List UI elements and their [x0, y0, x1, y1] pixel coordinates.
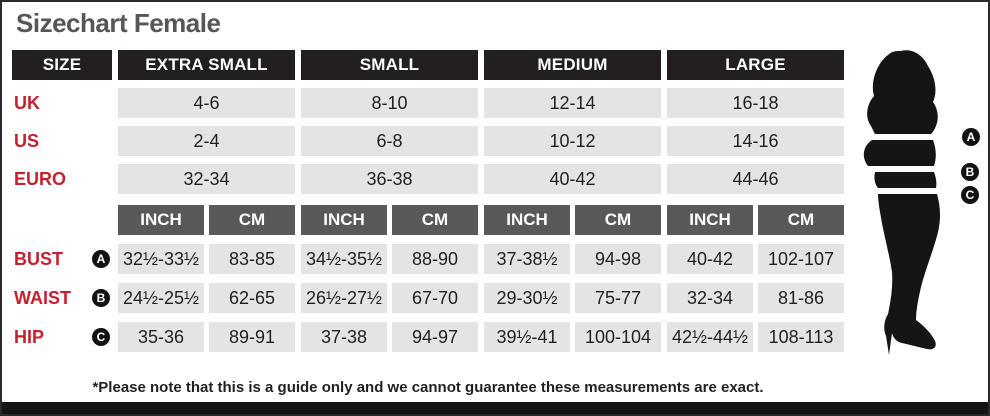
waist-s-inch: 26½-27½: [301, 283, 387, 313]
table-row-us: US 2-4 6-8 10-12 14-16: [12, 126, 844, 156]
bust-xs: 32½-33½ 83-85: [118, 244, 295, 274]
col-header-medium: MEDIUM: [484, 50, 661, 80]
unit-header-cm: CM: [758, 205, 844, 235]
figure-marker-c: C: [961, 186, 979, 204]
euro-m-value: 40-42: [484, 164, 661, 194]
unit-header-inch: INCH: [118, 205, 204, 235]
row-label-euro: EURO: [14, 168, 67, 189]
hip-l-cm: 108-113: [758, 322, 844, 352]
row-label-cell: BUST A: [12, 244, 112, 274]
uk-xs-value: 4-6: [118, 88, 295, 118]
size-header-row: SIZE EXTRA SMALL SMALL MEDIUM LARGE: [12, 50, 844, 80]
waist-l: 32-34 81-86: [667, 283, 844, 313]
waist-l-cm: 81-86: [758, 283, 844, 313]
bust-s-cm: 88-90: [392, 244, 478, 274]
hip-xs-cm: 89-91: [209, 322, 295, 352]
row-label-waist: WAIST: [14, 287, 71, 308]
row-label-hip: HIP: [14, 326, 45, 347]
row-label-uk: UK: [14, 92, 40, 113]
corner-header-size: SIZE: [12, 50, 112, 80]
bust-xs-inch: 32½-33½: [118, 244, 204, 274]
row-label-cell: US: [12, 126, 112, 156]
bust-m: 37-38½ 94-98: [484, 244, 661, 274]
euro-s-value: 36-38: [301, 164, 478, 194]
hip-s-cm: 94-97: [392, 322, 478, 352]
bust-m-inch: 37-38½: [484, 244, 570, 274]
hip-s: 37-38 94-97: [301, 322, 478, 352]
hip-l: 42½-44½ 108-113: [667, 322, 844, 352]
unit-header-cm: CM: [209, 205, 295, 235]
row-label-bust: BUST: [14, 248, 63, 269]
bust-xs-cm: 83-85: [209, 244, 295, 274]
waist-s: 26½-27½ 67-70: [301, 283, 478, 313]
page-title: Sizechart Female: [16, 8, 221, 38]
figure-marker-b: B: [961, 163, 979, 181]
uk-m-value: 12-14: [484, 88, 661, 118]
marker-a-badge: A: [92, 250, 110, 268]
unit-header-cm: CM: [575, 205, 661, 235]
hip-m-inch: 39½-41: [484, 322, 570, 352]
unit-header-inch: INCH: [301, 205, 387, 235]
euro-xs-value: 32-34: [118, 164, 295, 194]
waist-xs: 24½-25½ 62-65: [118, 283, 295, 313]
figure-marker-a: A: [962, 128, 980, 146]
row-label-cell: WAIST B: [12, 283, 112, 313]
hip-xs: 35-36 89-91: [118, 322, 295, 352]
waist-xs-cm: 62-65: [209, 283, 295, 313]
us-l-value: 14-16: [667, 126, 844, 156]
waist-m: 29-30½ 75-77: [484, 283, 661, 313]
bust-l: 40-42 102-107: [667, 244, 844, 274]
us-s-value: 6-8: [301, 126, 478, 156]
unit-header-inch: INCH: [667, 205, 753, 235]
table-row-hip: HIP C 35-36 89-91 37-38 94-97 39½-41 100…: [12, 322, 844, 352]
table-row-uk: UK 4-6 8-10 12-14 16-18: [12, 88, 844, 118]
bottom-bar: [2, 402, 988, 414]
bust-s: 34½-35½ 88-90: [301, 244, 478, 274]
waist-s-cm: 67-70: [392, 283, 478, 313]
euro-l-value: 44-46: [667, 164, 844, 194]
unit-header-cm: CM: [392, 205, 478, 235]
footnote: *Please note that this is a guide only a…: [92, 379, 764, 396]
unit-header-spacer: [12, 205, 112, 235]
table-row-euro: EURO 32-34 36-38 40-42 44-46: [12, 164, 844, 194]
female-silhouette-icon: [863, 50, 940, 355]
unit-header-xs: INCH CM: [118, 205, 295, 235]
unit-header-row: INCH CM INCH CM INCH CM INCH CM: [12, 205, 844, 235]
hip-xs-inch: 35-36: [118, 322, 204, 352]
marker-c-badge: C: [92, 328, 110, 346]
col-header-small: SMALL: [301, 50, 478, 80]
row-label-us: US: [14, 130, 40, 151]
unit-header-inch: INCH: [484, 205, 570, 235]
waist-l-inch: 32-34: [667, 283, 753, 313]
bust-l-cm: 102-107: [758, 244, 844, 274]
unit-header-s: INCH CM: [301, 205, 478, 235]
waist-m-inch: 29-30½: [484, 283, 570, 313]
hip-s-inch: 37-38: [301, 322, 387, 352]
row-label-cell: UK: [12, 88, 112, 118]
unit-header-l: INCH CM: [667, 205, 844, 235]
waist-m-cm: 75-77: [575, 283, 661, 313]
waist-xs-inch: 24½-25½: [118, 283, 204, 313]
hip-m: 39½-41 100-104: [484, 322, 661, 352]
hip-m-cm: 100-104: [575, 322, 661, 352]
uk-s-value: 8-10: [301, 88, 478, 118]
bust-s-inch: 34½-35½: [301, 244, 387, 274]
us-m-value: 10-12: [484, 126, 661, 156]
table-row-waist: WAIST B 24½-25½ 62-65 26½-27½ 67-70 29-3…: [12, 283, 844, 313]
row-label-cell: EURO: [12, 164, 112, 194]
bust-m-cm: 94-98: [575, 244, 661, 274]
row-label-cell: HIP C: [12, 322, 112, 352]
uk-l-value: 16-18: [667, 88, 844, 118]
hip-l-inch: 42½-44½: [667, 322, 753, 352]
col-header-large: LARGE: [667, 50, 844, 80]
col-header-extra-small: EXTRA SMALL: [118, 50, 295, 80]
unit-header-m: INCH CM: [484, 205, 661, 235]
marker-b-badge: B: [92, 289, 110, 307]
bust-l-inch: 40-42: [667, 244, 753, 274]
table-row-bust: BUST A 32½-33½ 83-85 34½-35½ 88-90 37-38…: [12, 244, 844, 274]
us-xs-value: 2-4: [118, 126, 295, 156]
